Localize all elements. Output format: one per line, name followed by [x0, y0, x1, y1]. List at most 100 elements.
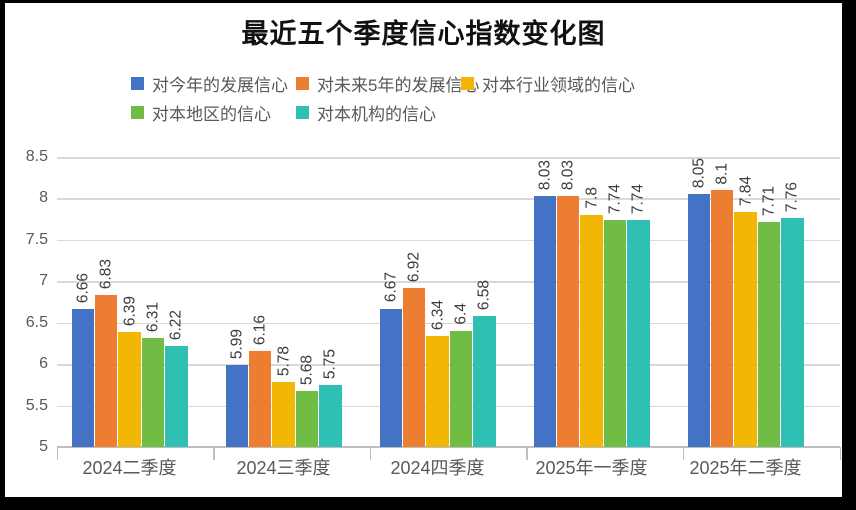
- bar-data-label: 8.03: [535, 159, 553, 190]
- bar-slot: 6.66: [71, 157, 94, 447]
- bar: [319, 384, 342, 447]
- bar-slot: 5.78: [272, 157, 295, 447]
- bar-data-label: 5.75: [321, 348, 339, 379]
- legend-item: 对本行业领域的信心: [461, 71, 676, 95]
- bar: [473, 316, 496, 447]
- gridline: [57, 239, 840, 242]
- bar-data-label: 7.71: [760, 186, 778, 217]
- x-axis-category-label: 2024三季度: [236, 458, 331, 478]
- x-axis-category-label: 2025年二季度: [689, 458, 802, 478]
- bar: [556, 195, 580, 447]
- bar: [272, 382, 295, 447]
- bar-slot: 6.39: [118, 157, 141, 447]
- x-axis-tick: [526, 447, 528, 460]
- bar-slot: 8.05: [687, 157, 710, 447]
- bar-group: 8.05 8.1 7.84 7.71 7.76: [687, 157, 804, 447]
- x-axis-tick: [213, 447, 215, 460]
- bar-data-label: 6.83: [97, 259, 115, 290]
- legend-label: 对本机构的信心: [317, 104, 436, 124]
- bar: [141, 338, 165, 447]
- bar-data-label: 6.67: [381, 272, 399, 303]
- bar-slot: 8.03: [533, 157, 556, 447]
- bar-slot: 6.4: [449, 157, 473, 447]
- bar-group: 8.03 8.03 7.8 7.74 7.74: [533, 157, 650, 447]
- bar-data-label: 7.84: [736, 175, 754, 206]
- bar-data-label: 5.99: [227, 328, 245, 359]
- bar: [781, 218, 804, 447]
- bar-data-label: 5.68: [298, 354, 316, 385]
- bar-slot: 5.68: [295, 157, 319, 447]
- x-axis-tick: [682, 447, 685, 460]
- bar-data-label: 6.22: [167, 309, 185, 340]
- gridline: [57, 157, 840, 159]
- gridline: [57, 281, 840, 283]
- bar-data-label: 7.76: [783, 182, 801, 213]
- y-axis-tick-label: 7.5: [25, 230, 48, 248]
- bar: [295, 390, 319, 447]
- bar: [118, 331, 141, 447]
- legend: 对今年的发展信心 对未来5年的发展信心 对本行业领域的信心对本地区的信心 对本机构的信…: [131, 71, 706, 124]
- y-axis-tick-label: 8.5: [25, 148, 48, 165]
- legend-swatch-icon: [461, 76, 474, 90]
- bar: [94, 295, 118, 447]
- bar-data-label: 5.78: [274, 346, 292, 377]
- bar: [580, 215, 603, 447]
- y-axis-tick-label: 6: [39, 355, 48, 373]
- bar-data-label: 6.16: [251, 314, 269, 345]
- y-axis-tick-label: 5.5: [25, 396, 48, 414]
- bar-data-label: 6.4: [452, 303, 470, 325]
- plot-area: 6.66 6.83 6.39 6.31 6.22 5.99 6.16 5.78 5.68 5.75…: [56, 157, 841, 460]
- legend-swatch-icon: [131, 76, 144, 90]
- bar: [757, 222, 781, 447]
- bar-slot: 5.75: [319, 157, 342, 447]
- bar: [248, 350, 272, 447]
- legend-label: 对今年的发展信心: [152, 75, 288, 95]
- legend-label: 对本地区的信心: [152, 104, 271, 124]
- legend-item: 对未来5年的发展信心: [296, 71, 479, 95]
- bar-data-label: 6.34: [428, 299, 446, 330]
- bar-slot: 7.8: [580, 157, 603, 447]
- bar: [449, 331, 473, 447]
- bar: [710, 190, 734, 447]
- bar-slot: 7.74: [603, 157, 627, 447]
- legend-label: 对未来5年的发展信心: [317, 75, 480, 95]
- bar: [734, 211, 757, 447]
- bar: [165, 345, 188, 447]
- bar-data-label: 6.31: [144, 302, 162, 333]
- bar-slot: 7.71: [757, 157, 781, 447]
- y-axis-tick-label: 8: [39, 189, 48, 207]
- legend-swatch-icon: [296, 105, 309, 119]
- x-axis-tick: [56, 447, 58, 460]
- x-axis-category-label: 2024四季度: [390, 458, 485, 478]
- chart-canvas: 最近五个季度信心指数变化图 对今年的发展信心 对未来5年的发展信心 对本行业领域的信…: [5, 3, 842, 497]
- bar-slot: 5.99: [225, 157, 248, 447]
- bar-slot: 8.1: [710, 157, 734, 447]
- bar-data-label: 6.66: [73, 273, 91, 304]
- bar-data-label: 6.92: [405, 251, 423, 282]
- legend-label: 对本行业领域的信心: [482, 75, 635, 95]
- gridline: [57, 322, 840, 325]
- y-axis-tick-label: 5: [39, 438, 48, 455]
- y-axis-tick-label: 6.5: [25, 313, 48, 331]
- bar: [426, 335, 449, 447]
- bar-slot: 6.22: [165, 157, 188, 447]
- bar-slot: 8.03: [556, 157, 580, 447]
- bar-data-label: 8.03: [559, 159, 577, 190]
- bar-group: 6.67 6.92 6.34 6.4 6.58: [379, 157, 496, 447]
- bar-slot: 7.76: [781, 157, 804, 447]
- bar: [603, 219, 627, 447]
- bar: [71, 309, 94, 447]
- legend-swatch-icon: [296, 76, 309, 90]
- bar-slot: 6.58: [473, 157, 496, 447]
- bar-group: 5.99 6.16 5.78 5.68 5.75: [225, 157, 342, 447]
- bar-data-label: 6.39: [120, 295, 138, 326]
- y-axis-tick-label: 7: [39, 272, 48, 290]
- legend-item: 对今年的发展信心: [131, 71, 296, 95]
- bar-slot: 7.84: [734, 157, 757, 447]
- bar-slot: 6.83: [94, 157, 118, 447]
- bar-data-label: 6.58: [475, 279, 493, 311]
- bar: [402, 287, 426, 447]
- bar: [225, 364, 248, 447]
- bar-data-label: 8.1: [713, 162, 731, 185]
